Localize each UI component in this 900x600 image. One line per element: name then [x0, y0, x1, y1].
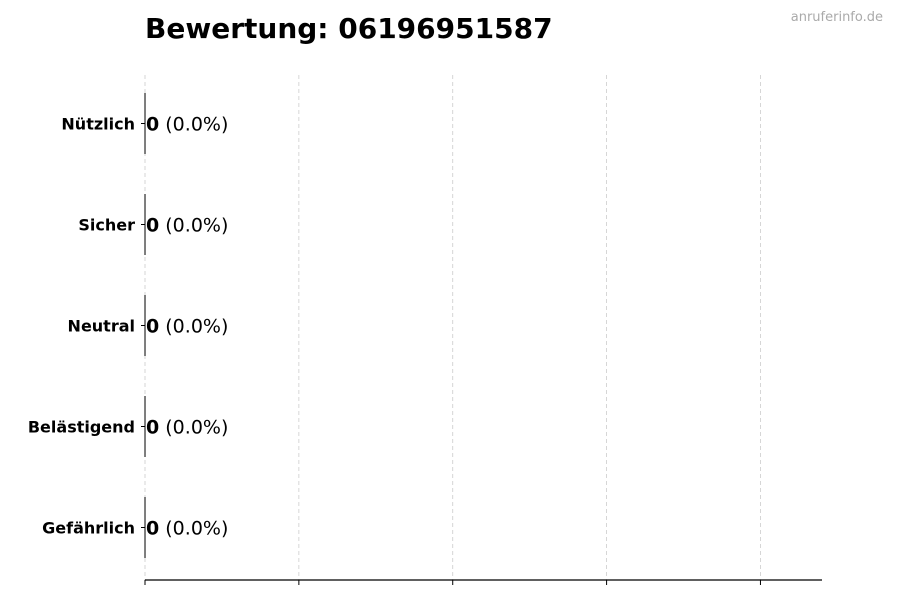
chart-title: Bewertung: 06196951587: [145, 12, 553, 45]
data-label-count: 0: [146, 417, 159, 439]
data-label-count: 0: [146, 114, 159, 136]
data-label: 0 (0.0%): [146, 417, 228, 439]
category-label: Belästigend: [28, 418, 135, 437]
data-label: 0 (0.0%): [146, 114, 228, 136]
data-label-count: 0: [146, 316, 159, 338]
data-label-percent: (0.0%): [159, 215, 228, 237]
category-label: Nützlich: [61, 115, 135, 134]
data-label: 0 (0.0%): [146, 316, 228, 338]
data-label-percent: (0.0%): [159, 518, 228, 540]
data-label-percent: (0.0%): [159, 417, 228, 439]
data-label: 0 (0.0%): [146, 215, 228, 237]
category-label: Sicher: [78, 216, 135, 235]
data-label-count: 0: [146, 518, 159, 540]
data-label: 0 (0.0%): [146, 518, 228, 540]
watermark: anruferinfo.de: [790, 10, 883, 25]
data-label-count: 0: [146, 215, 159, 237]
data-label-percent: (0.0%): [159, 316, 228, 338]
data-label-percent: (0.0%): [159, 114, 228, 136]
category-label: Neutral: [68, 317, 135, 336]
category-label: Gefährlich: [42, 519, 135, 538]
